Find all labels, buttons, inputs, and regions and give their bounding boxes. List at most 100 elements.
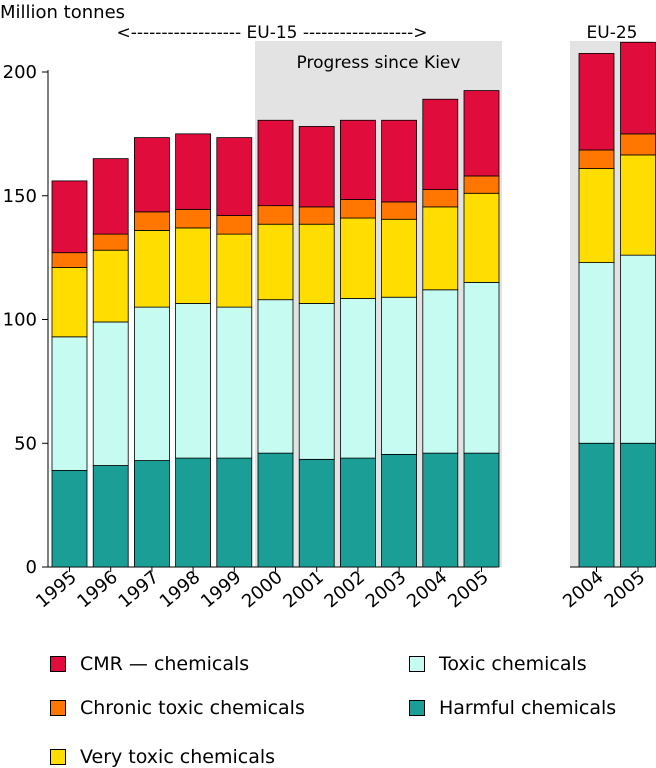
bar-very-toxic-chemicals-eu15-2005 [463, 192, 500, 283]
bar-toxic-chemicals-eu15-1996 [92, 321, 129, 466]
bar-toxic-chemicals-eu15-2004 [422, 289, 459, 454]
bar-very-toxic-chemicals-eu15-1999 [216, 233, 253, 308]
bar-harmful-chemicals-eu15-2005 [463, 452, 500, 568]
bar-toxic-chemicals-eu15-2002 [339, 298, 376, 459]
legend-swatch-very-toxic [50, 749, 66, 765]
legend-label-harmful: Harmful chemicals [439, 697, 617, 719]
bar-cmr-chemicals-eu15-1999 [216, 137, 253, 216]
bar-chronic-toxic-chemicals-eu15-1995 [51, 252, 88, 268]
y-tick-label-200: 200 [3, 62, 37, 83]
x-tick-label-eu15-1996: 1996 [73, 567, 122, 613]
x-tick-label-eu15-2003: 2003 [362, 567, 411, 613]
bar-chronic-toxic-chemicals-eu15-2005 [463, 175, 500, 194]
bar-chronic-toxic-chemicals-eu15-1996 [92, 233, 129, 251]
bar-harmful-chemicals-eu15-2001 [298, 458, 335, 568]
bar-harmful-chemicals-eu25-2004 [578, 442, 615, 568]
bar-toxic-chemicals-eu15-2005 [463, 281, 500, 454]
bar-toxic-chemicals-eu15-1995 [51, 336, 88, 471]
bar-cmr-chemicals-eu15-1996 [92, 158, 129, 235]
bar-toxic-chemicals-eu15-2003 [381, 296, 418, 455]
bar-chronic-toxic-chemicals-eu15-2001 [298, 206, 335, 225]
bar-very-toxic-chemicals-eu15-2002 [339, 217, 376, 299]
legend-swatch-toxic [409, 656, 425, 672]
bar-cmr-chemicals-eu15-1995 [51, 180, 88, 254]
y-tick-label-150: 150 [3, 186, 37, 207]
bar-harmful-chemicals-eu25-2005 [620, 442, 656, 568]
bar-cmr-chemicals-eu15-2004 [422, 98, 459, 190]
bar-cmr-chemicals-eu15-2005 [463, 90, 500, 177]
bar-very-toxic-chemicals-eu25-2004 [578, 168, 615, 263]
y-tick-label-50: 50 [14, 433, 37, 454]
legend-label-chronic-toxic: Chronic toxic chemicals [80, 697, 305, 719]
bar-cmr-chemicals-eu15-2000 [257, 119, 294, 207]
bar-harmful-chemicals-eu15-1998 [175, 457, 212, 568]
bar-very-toxic-chemicals-eu15-1995 [51, 267, 88, 338]
x-tick-label-eu15-2005: 2005 [444, 567, 493, 613]
legend-item-cmr: CMR — chemicals [50, 653, 249, 675]
bar-harmful-chemicals-eu15-1995 [51, 470, 88, 568]
bar-chronic-toxic-chemicals-eu15-2003 [381, 201, 418, 220]
x-tick-label-eu15-2000: 2000 [238, 567, 287, 613]
bar-chronic-toxic-chemicals-eu15-1999 [216, 215, 253, 235]
bar-chronic-toxic-chemicals-eu25-2005 [620, 133, 656, 156]
bar-chronic-toxic-chemicals-eu15-2000 [257, 205, 294, 225]
group-label-eu15: <------------------ EU-15 --------------… [116, 23, 427, 43]
legend-swatch-harmful [409, 700, 425, 716]
bar-very-toxic-chemicals-eu15-1997 [133, 229, 170, 308]
bar-chronic-toxic-chemicals-eu15-1998 [175, 208, 212, 229]
bar-cmr-chemicals-eu15-2001 [298, 126, 335, 208]
bar-harmful-chemicals-eu15-1997 [133, 460, 170, 568]
bar-toxic-chemicals-eu25-2004 [578, 262, 615, 444]
highlight-band-kiev [255, 41, 502, 567]
x-tick-label-eu15-1998: 1998 [156, 567, 205, 613]
bar-harmful-chemicals-eu15-1996 [92, 465, 129, 568]
legend-item-very-toxic: Very toxic chemicals [50, 746, 275, 768]
bar-toxic-chemicals-eu15-2001 [298, 303, 335, 460]
bar-toxic-chemicals-eu15-1999 [216, 306, 253, 459]
bar-harmful-chemicals-eu15-2000 [257, 452, 294, 568]
bar-cmr-chemicals-eu15-2003 [381, 119, 418, 203]
y-axis-title: Million tonnes [0, 2, 125, 23]
bar-very-toxic-chemicals-eu15-1996 [92, 249, 129, 323]
x-tick-label-eu25-2005: 2005 [601, 567, 650, 613]
legend-label-very-toxic: Very toxic chemicals [80, 746, 276, 768]
bar-cmr-chemicals-eu25-2004 [578, 53, 615, 151]
bar-very-toxic-chemicals-eu15-1998 [175, 227, 212, 304]
y-tick-label-100: 100 [3, 310, 37, 331]
bar-very-toxic-chemicals-eu15-2004 [422, 206, 459, 291]
bar-very-toxic-chemicals-eu25-2005 [620, 154, 656, 256]
legend-swatch-cmr [50, 656, 66, 672]
legend-swatch-chronic-toxic [50, 700, 66, 716]
bar-cmr-chemicals-eu25-2005 [620, 41, 656, 135]
highlight-label: Progress since Kiev [297, 53, 461, 73]
bar-harmful-chemicals-eu15-2002 [339, 457, 376, 568]
bar-very-toxic-chemicals-eu15-2003 [381, 218, 418, 298]
x-tick-label-eu15-2002: 2002 [321, 567, 370, 613]
bar-very-toxic-chemicals-eu15-2000 [257, 223, 294, 301]
x-tick-label-eu15-2004: 2004 [403, 567, 452, 613]
legend-item-harmful: Harmful chemicals [409, 697, 616, 719]
bar-harmful-chemicals-eu15-2003 [381, 453, 418, 568]
bar-cmr-chemicals-eu15-1998 [175, 133, 212, 210]
bar-toxic-chemicals-eu15-2000 [257, 299, 294, 454]
legend-label-cmr: CMR — chemicals [80, 653, 250, 675]
x-tick-label-eu15-1999: 1999 [197, 567, 246, 613]
bar-toxic-chemicals-eu25-2005 [620, 254, 656, 444]
x-tick-label-eu15-1995: 1995 [32, 567, 81, 613]
stacked-bar-chart: Progress since Kiev Million tonnes<------… [0, 2, 656, 613]
x-tick-label-eu15-2001: 2001 [279, 567, 328, 613]
bar-very-toxic-chemicals-eu15-2001 [298, 223, 335, 304]
bar-chronic-toxic-chemicals-eu25-2004 [578, 149, 615, 169]
legend-label-toxic: Toxic chemicals [439, 653, 587, 675]
bar-cmr-chemicals-eu15-2002 [339, 119, 376, 200]
bar-chronic-toxic-chemicals-eu15-1997 [133, 211, 170, 231]
bar-toxic-chemicals-eu15-1998 [175, 303, 212, 459]
y-tick-label-0: 0 [26, 557, 37, 578]
bar-cmr-chemicals-eu15-1997 [133, 137, 170, 213]
group-label-eu25: EU-25 [587, 23, 638, 43]
bar-toxic-chemicals-eu15-1997 [133, 306, 170, 461]
bar-harmful-chemicals-eu15-2004 [422, 452, 459, 568]
x-tick-label-eu15-1997: 1997 [115, 567, 164, 613]
legend-item-chronic-toxic: Chronic toxic chemicals [50, 697, 305, 719]
legend-item-toxic: Toxic chemicals [409, 653, 587, 675]
